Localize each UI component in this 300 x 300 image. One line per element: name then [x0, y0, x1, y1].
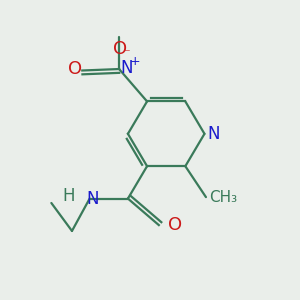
Text: N: N — [86, 190, 99, 208]
Text: CH₃: CH₃ — [209, 190, 237, 205]
Text: ⁻: ⁻ — [123, 47, 130, 60]
Text: N: N — [207, 125, 220, 143]
Text: O: O — [113, 40, 128, 58]
Text: O: O — [168, 216, 182, 234]
Text: H: H — [63, 187, 75, 205]
Text: O: O — [68, 60, 82, 78]
Text: N: N — [120, 58, 133, 76]
Text: +: + — [130, 55, 141, 68]
